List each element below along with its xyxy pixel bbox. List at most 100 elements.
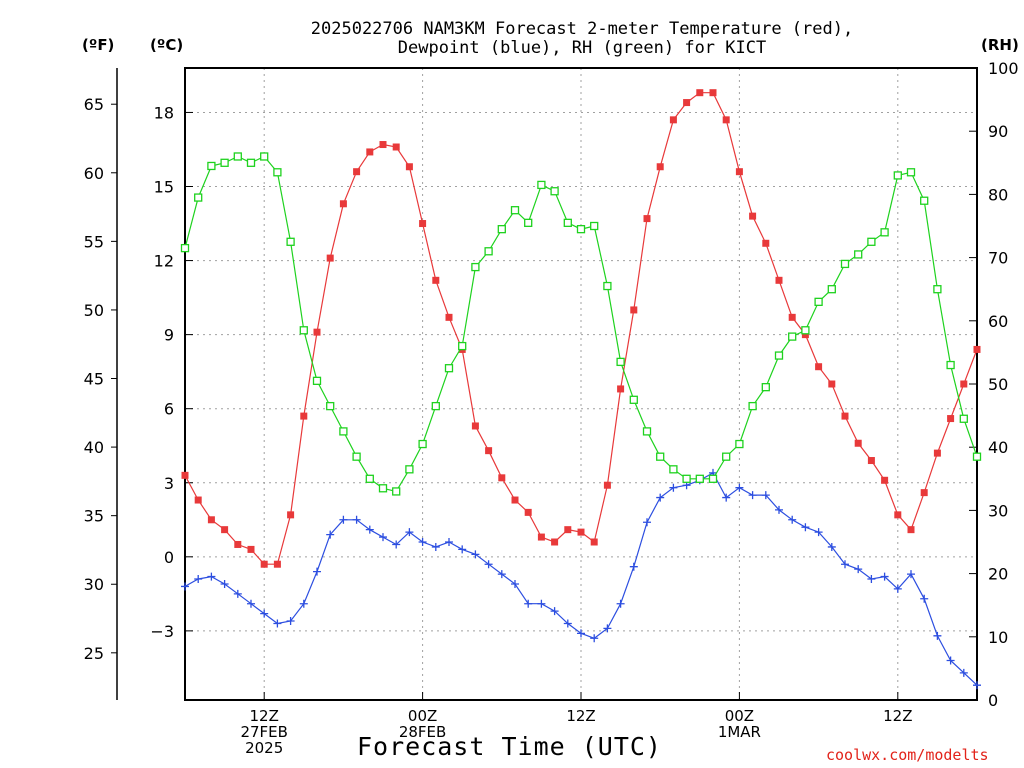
- 2-meter-temperature-point: [801, 331, 809, 339]
- fahrenheit-tick-label: 35: [84, 507, 104, 526]
- 2-meter-temperature-point: [841, 412, 849, 420]
- rh-tick-label: 30: [988, 501, 1008, 520]
- rh-point: [233, 152, 242, 161]
- x-tick-label: 00Z: [408, 707, 437, 725]
- dewpoint-point: [405, 528, 414, 537]
- 2-meter-temperature-point: [379, 141, 387, 149]
- rh-point: [299, 326, 308, 335]
- celsius-tick-label: 18: [154, 103, 174, 122]
- 2-meter-temperature-point: [287, 511, 295, 519]
- 2-meter-temperature-point: [313, 328, 321, 336]
- fahrenheit-tick-label: 50: [84, 301, 104, 320]
- 2-meter-temperature-point: [775, 276, 783, 284]
- rh-tick-label: 50: [988, 375, 1008, 394]
- 2-meter-temperature-point: [234, 540, 242, 548]
- rh-point: [444, 364, 454, 373]
- rh-point: [642, 427, 652, 436]
- dewpoint-point: [431, 542, 440, 551]
- dewpoint-point: [458, 545, 467, 554]
- 2-meter-temperature-point: [471, 422, 479, 430]
- dewpoint-point: [181, 582, 189, 591]
- dewpoint-point: [841, 560, 849, 569]
- rh-point: [748, 401, 757, 411]
- celsius-tick-label: 15: [154, 178, 174, 197]
- 2-meter-temperature-point: [973, 345, 981, 353]
- rh-point: [378, 484, 388, 493]
- rh-point: [180, 243, 190, 253]
- dewpoint-point: [827, 542, 836, 551]
- rh-point: [972, 452, 982, 461]
- rh-point: [194, 193, 203, 202]
- rh-point: [735, 439, 744, 449]
- rh-point: [524, 218, 533, 227]
- 2-meter-temperature-point: [683, 99, 691, 107]
- rh-point: [761, 383, 770, 392]
- 2-meter-temperature-point: [815, 363, 823, 371]
- x-tick-label: 12Z: [883, 707, 912, 725]
- 2-meter-temperature-point: [947, 415, 955, 423]
- dewpoint-point: [722, 493, 731, 502]
- rh-point: [840, 259, 850, 269]
- rh-point: [497, 225, 506, 234]
- 2-meter-temperature-point: [194, 496, 202, 504]
- 2-meter-temperature-point: [392, 143, 400, 151]
- rh-point: [286, 237, 295, 246]
- celsius-tick-label: 9: [164, 326, 174, 345]
- dewpoint-point: [643, 518, 651, 527]
- 2-meter-temperature-point: [366, 148, 374, 156]
- dewpoint-point: [273, 619, 282, 628]
- 2-meter-temperature-point: [669, 116, 677, 124]
- rh-tick-label: 80: [988, 185, 1008, 204]
- 2-meter-temperature-point: [696, 89, 704, 97]
- x-axis-title: Forecast Time (UTC): [357, 732, 662, 761]
- 2-meter-temperature-point: [603, 481, 611, 489]
- 2-meter-temperature-point: [405, 163, 413, 171]
- rh-point: [207, 161, 216, 171]
- celsius-tick-label: 3: [164, 474, 174, 493]
- rh-point: [537, 180, 546, 190]
- chart-title-line-2: Dewpoint (blue), RH (green) for KICT: [397, 38, 767, 58]
- 2-meter-temperature-point: [788, 313, 796, 321]
- 2-meter-temperature-point: [867, 457, 875, 465]
- rh-point: [933, 285, 942, 294]
- 2-meter-temperature-point: [326, 254, 334, 262]
- rh-point: [629, 395, 638, 404]
- rh-point: [906, 168, 916, 177]
- rh-point: [365, 474, 374, 483]
- 2-meter-temperature-point: [485, 447, 493, 455]
- dewpoint-point: [445, 538, 453, 546]
- dewpoint-point: [748, 491, 757, 500]
- rh-point: [774, 351, 784, 360]
- rh-point: [563, 218, 572, 227]
- dewpoint-point: [220, 579, 229, 588]
- 2-meter-temperature-point: [907, 526, 915, 534]
- rh-point: [682, 474, 691, 483]
- fahrenheit-tick-label: 55: [84, 232, 104, 251]
- rh-point: [669, 465, 678, 474]
- dewpoint-point: [907, 570, 915, 579]
- x-tick-label: 12Z: [566, 707, 595, 725]
- credit-link[interactable]: coolwx.com/modelts: [826, 746, 989, 764]
- rh-point: [352, 452, 361, 461]
- fahrenheit-tick-label: 40: [84, 438, 104, 457]
- 2-meter-temperature-point: [551, 538, 559, 546]
- celsius-unit-label: (ºC): [150, 36, 184, 54]
- rh-point: [312, 376, 322, 385]
- rh-point: [603, 281, 612, 291]
- dewpoint-point: [629, 562, 638, 571]
- dewpoint-point: [260, 609, 269, 618]
- dewpoint-point: [669, 483, 678, 492]
- dewpoint-point: [603, 624, 612, 633]
- x-tick-label: 12Z: [250, 707, 279, 725]
- 2-meter-temperature-point: [749, 212, 757, 220]
- x-tick-label: 2025: [245, 739, 283, 757]
- rh-point: [867, 237, 876, 246]
- 2-meter-temperature-point: [353, 168, 361, 176]
- rh-point: [708, 474, 718, 483]
- 2-meter-temperature-point: [564, 526, 572, 534]
- 2-meter-temperature-point: [260, 560, 268, 568]
- rh-point: [827, 285, 836, 294]
- 2-meter-temperature-point: [630, 306, 638, 314]
- dewpoint-point: [471, 550, 480, 559]
